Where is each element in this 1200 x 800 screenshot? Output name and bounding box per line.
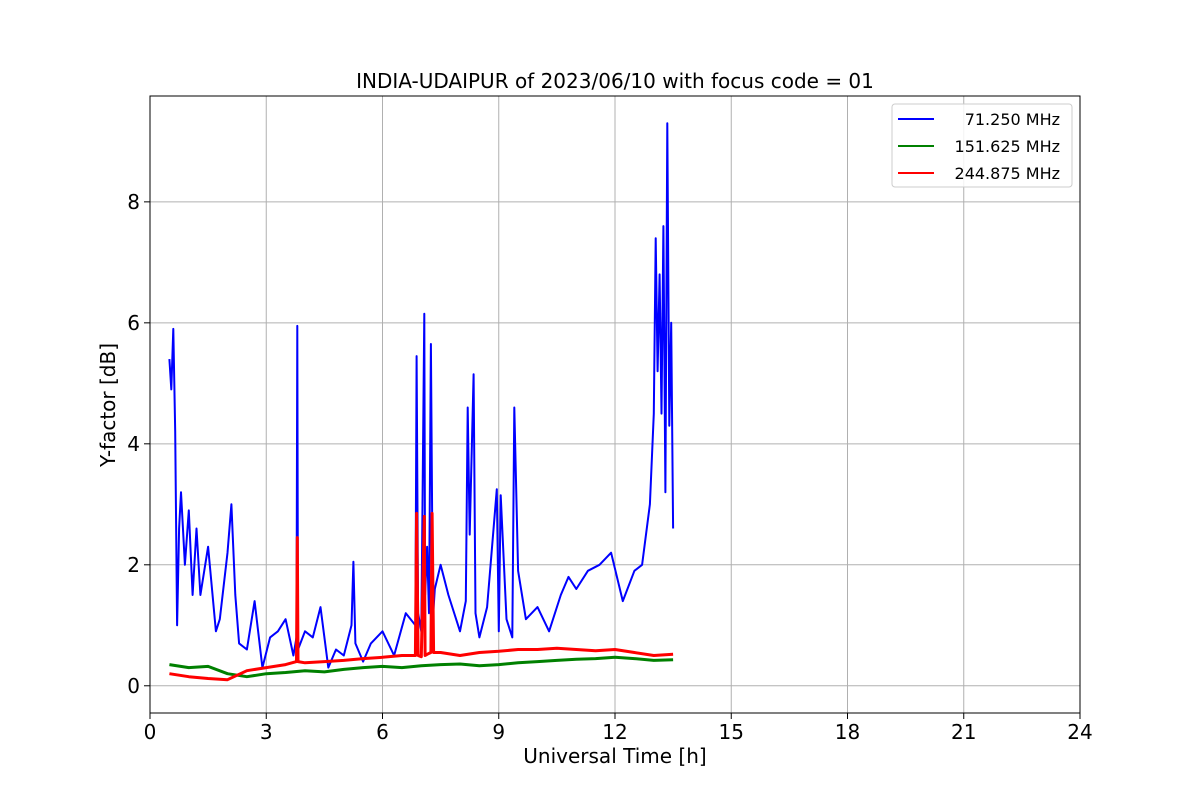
x-tick-label: 21 — [951, 720, 976, 744]
x-tick-label: 24 — [1067, 720, 1092, 744]
legend-label: 151.625 MHz — [955, 137, 1060, 156]
y-tick-label: 2 — [127, 553, 140, 577]
legend-label: 71.250 MHz — [965, 110, 1060, 129]
x-tick-label: 15 — [719, 720, 744, 744]
x-tick-label: 6 — [376, 720, 389, 744]
series-line-1 — [168, 122, 675, 669]
series-line-2 — [169, 655, 674, 679]
x-tick-label: 9 — [492, 720, 505, 744]
data-series — [168, 122, 675, 682]
y-tick-label: 8 — [127, 190, 140, 214]
legend-box — [891, 103, 1073, 188]
legend: 71.250 MHz 151.625 MHz 244.875 MHz — [891, 103, 1073, 188]
chart-title: INDIA-UDAIPUR of 2023/06/10 with focus c… — [356, 69, 874, 93]
x-tick-label: 18 — [835, 720, 860, 744]
series-line-3 — [169, 511, 674, 682]
y-tick-label: 6 — [127, 311, 140, 335]
legend-label: 244.875 MHz — [955, 164, 1060, 183]
x-tick-label: 12 — [602, 720, 627, 744]
y-tick-label: 4 — [127, 432, 140, 456]
y-tick-label: 0 — [127, 674, 140, 698]
x-tick-label: 0 — [144, 720, 157, 744]
y-axis-label: Y-factor [dB] — [96, 343, 120, 468]
x-tick-label: 3 — [260, 720, 273, 744]
x-axis-label: Universal Time [h] — [523, 744, 706, 768]
